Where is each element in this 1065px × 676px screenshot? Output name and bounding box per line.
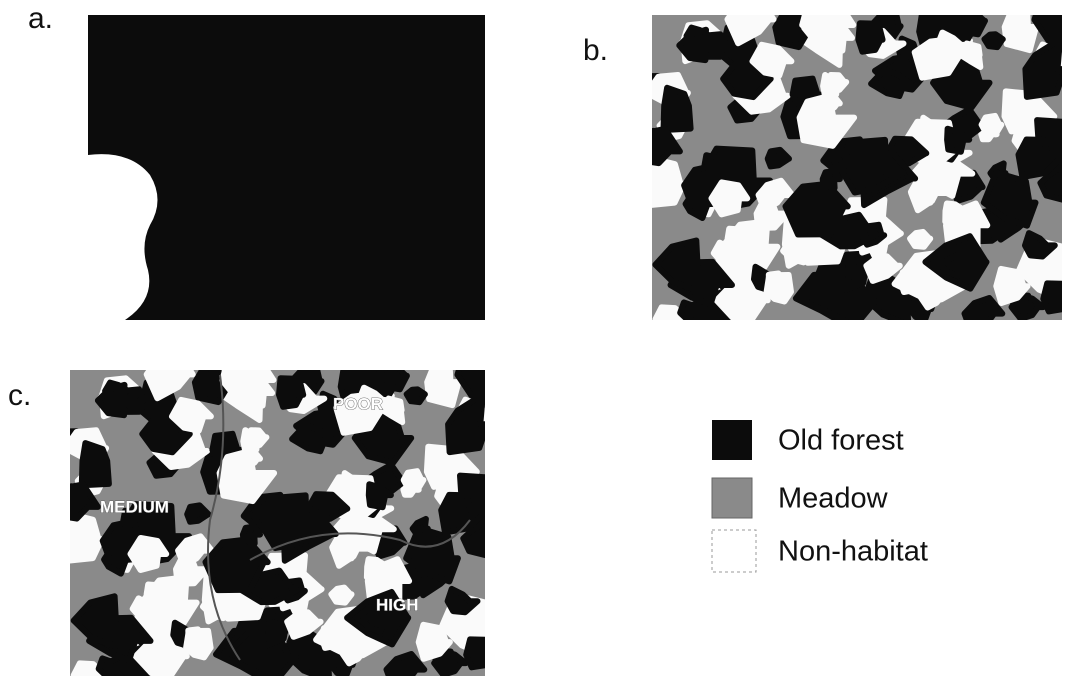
annotation: HIGH bbox=[376, 595, 419, 614]
legend-swatch bbox=[712, 420, 752, 460]
legend: Old forest Meadow Non-habitat bbox=[712, 420, 928, 572]
annotation: POOR bbox=[333, 394, 383, 413]
habitat-patch bbox=[407, 389, 425, 402]
habitat-patch bbox=[466, 639, 497, 667]
panel-label: a. bbox=[28, 2, 53, 35]
habitat-patch bbox=[82, 443, 109, 485]
habitat-patch bbox=[343, 647, 363, 664]
panel-label: c. bbox=[8, 379, 31, 412]
annotation: MEDIUM bbox=[100, 497, 169, 516]
habitat-patch bbox=[404, 471, 424, 489]
habitat-patch bbox=[769, 274, 782, 288]
habitat-patch bbox=[982, 116, 1002, 134]
habitat-patch bbox=[1043, 283, 1065, 311]
habitat-patch bbox=[858, 23, 882, 52]
habitat-patch bbox=[188, 629, 201, 643]
legend-label: Non-habitat bbox=[778, 536, 928, 568]
habitat-patch bbox=[768, 150, 789, 167]
habitat-patch bbox=[985, 34, 1003, 47]
legend-label: Old forest bbox=[778, 425, 904, 457]
legend-swatch bbox=[712, 530, 756, 572]
map-a bbox=[88, 15, 485, 320]
habitat-patch bbox=[921, 291, 941, 308]
legend-label: Meadow bbox=[778, 483, 889, 515]
habitat-patch bbox=[279, 378, 303, 407]
map-b bbox=[628, 0, 1065, 336]
figure: a. b. c. POOR MEDIUM HIGH Old forest Mea… bbox=[0, 0, 1065, 676]
habitat-patch bbox=[910, 232, 930, 247]
habitat-patch bbox=[664, 88, 691, 130]
habitat-patch bbox=[331, 588, 351, 603]
habitat-patch bbox=[187, 505, 208, 521]
legend-swatch bbox=[712, 478, 752, 518]
habitat-patch bbox=[458, 345, 515, 396]
panel-label: b. bbox=[583, 34, 608, 67]
